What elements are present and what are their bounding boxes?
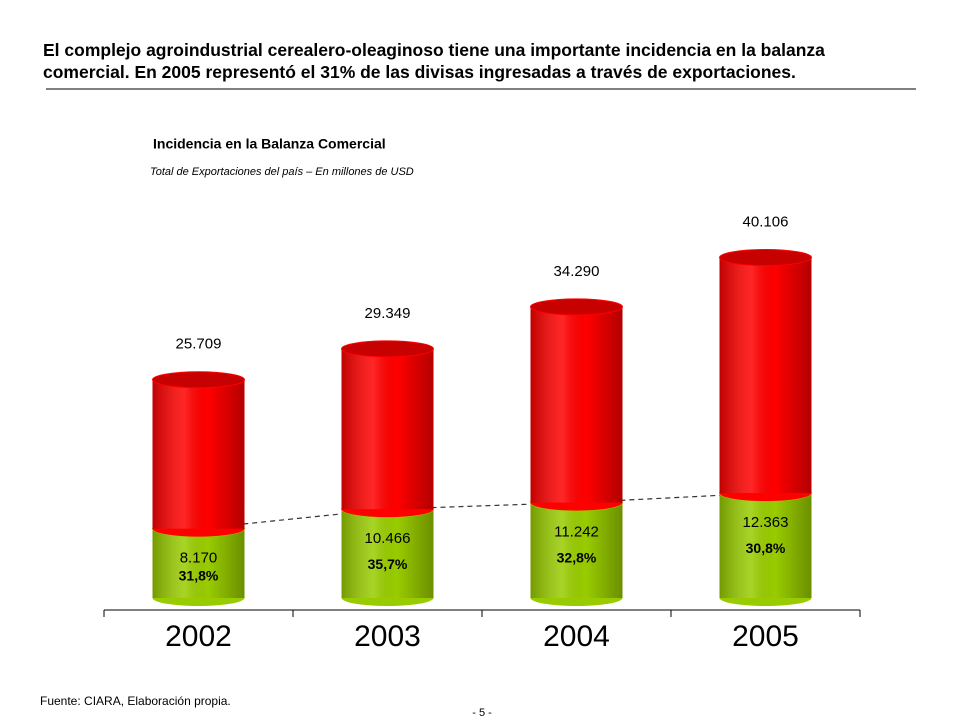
page-number: - 5 - [472, 707, 492, 719]
x-tick-label: 2002 [165, 620, 232, 653]
share-label: 30,8% [746, 540, 786, 556]
value-label: 12.363 [743, 514, 789, 531]
segment-top [719, 249, 812, 267]
x-tick-label: 2005 [732, 620, 799, 653]
chart-subtitle: Total de Exportaciones del país – En mil… [150, 166, 414, 178]
share-label: 31,8% [179, 568, 219, 584]
total-label: 40.106 [743, 214, 789, 231]
segment-top [152, 371, 245, 389]
segment-shade [530, 306, 623, 503]
bar-segment [341, 340, 434, 518]
segment-shade [152, 379, 245, 529]
trend-line [198, 492, 766, 530]
bar-segment [152, 520, 245, 606]
source: Fuente: CIARA, Elaboración propia. [40, 694, 231, 708]
bar-segment [530, 298, 623, 511]
bar-segment [152, 371, 245, 537]
value-label: 11.242 [554, 524, 599, 541]
segment-shade [341, 348, 434, 510]
total-label: 34.290 [554, 263, 600, 280]
value-label: 8.170 [180, 550, 218, 567]
bar-segment [719, 249, 812, 502]
bar-segment [719, 484, 812, 606]
segment-shade [152, 528, 245, 598]
segment-top [530, 298, 623, 316]
x-tick-label: 2003 [354, 620, 421, 653]
share-label: 35,7% [368, 556, 408, 572]
segment-shade [719, 257, 812, 494]
heading-line: comercial. En 2005 representó el 31% de … [43, 62, 796, 82]
segment-shade [341, 509, 434, 598]
heading-line: El complejo agroindustrial cerealero-ole… [43, 40, 825, 60]
total-label: 25.709 [176, 336, 222, 353]
total-label: 29.349 [365, 305, 411, 322]
value-label: 10.466 [365, 530, 411, 547]
segment-shade [530, 502, 623, 598]
x-tick-label: 2004 [543, 620, 610, 653]
chart-title: Incidencia en la Balanza Comercial [153, 136, 386, 152]
share-label: 32,8% [557, 549, 597, 565]
segment-top [341, 340, 434, 358]
segment-shade [719, 493, 812, 598]
